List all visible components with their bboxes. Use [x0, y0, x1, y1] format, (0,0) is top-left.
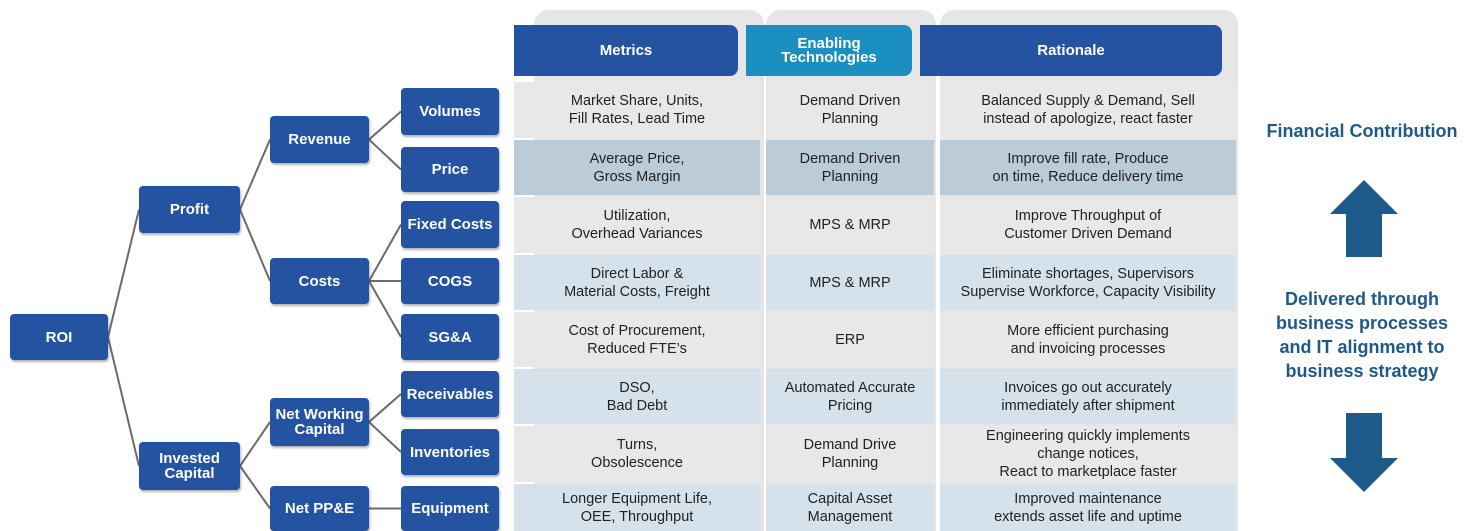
- tree-node: Receivables: [401, 371, 499, 417]
- side-top: Financial Contribution: [1266, 121, 1458, 141]
- column-header: Metrics: [514, 25, 738, 76]
- table-cell: Turns, Obsolescence: [514, 426, 760, 482]
- tree-node: Price: [401, 147, 499, 192]
- table-cell: MPS & MRP: [766, 255, 934, 310]
- connector: [368, 110, 402, 141]
- connector: [368, 393, 402, 423]
- connector: [239, 139, 271, 210]
- tree-node: SG&A: [401, 314, 499, 360]
- tree-node: COGS: [401, 258, 499, 304]
- connector: [368, 280, 402, 338]
- connector: [239, 465, 271, 510]
- tree-node: Costs: [270, 258, 369, 304]
- tree-node: Inventories: [401, 429, 499, 475]
- column-header: Rationale: [920, 25, 1222, 76]
- connector: [368, 138, 402, 171]
- table-cell: Balanced Supply & Demand, Sell instead o…: [940, 82, 1236, 138]
- table-cell: MPS & MRP: [766, 197, 934, 253]
- tree-node: Net Working Capital: [270, 398, 369, 446]
- tree-node: Invested Capital: [139, 442, 240, 490]
- connector: [107, 336, 140, 467]
- table-cell: Market Share, Units, Fill Rates, Lead Ti…: [514, 82, 760, 138]
- table-cell: DSO, Bad Debt: [514, 369, 760, 424]
- table-cell: Improve fill rate, Produce on time, Redu…: [940, 140, 1236, 195]
- table-cell: Demand Drive Planning: [766, 426, 934, 482]
- table-cell: Cost of Procurement, Reduced FTE’s: [514, 312, 760, 367]
- tree-node: Equipment: [401, 486, 499, 531]
- tree-node: Net PP&E: [270, 486, 369, 531]
- table-cell: Demand Driven Planning: [766, 82, 934, 138]
- column-header: Enabling Technologies: [746, 25, 912, 76]
- table-cell: Eliminate shortages, Supervisors Supervi…: [940, 255, 1236, 310]
- side-middle: Delivered through business processes and…: [1275, 289, 1449, 381]
- table-cell: Engineering quickly implements change no…: [940, 426, 1236, 482]
- connector: [368, 224, 402, 282]
- tree-node: Volumes: [401, 88, 499, 135]
- tree-node: Revenue: [270, 116, 369, 163]
- table-cell: More efficient purchasing and invoicing …: [940, 312, 1236, 367]
- table-cell: Capital Asset Management: [766, 484, 934, 531]
- table-cell: Invoices go out accurately immediately a…: [940, 369, 1236, 424]
- connector: [107, 209, 140, 338]
- tree-node: ROI: [10, 314, 108, 360]
- connector: [239, 421, 271, 467]
- table-cell: Improve Throughput of Customer Driven De…: [940, 197, 1236, 253]
- table-cell: Average Price, Gross Margin: [514, 140, 760, 195]
- table-cell: Direct Labor & Material Costs, Freight: [514, 255, 760, 310]
- connector: [368, 421, 402, 453]
- table-cell: Improved maintenance extends asset life …: [940, 484, 1236, 531]
- table-cell: Automated Accurate Pricing: [766, 369, 934, 424]
- tree-node: Fixed Costs: [401, 201, 499, 248]
- connector: [239, 209, 271, 282]
- table-cell: Longer Equipment Life, OEE, Throughput: [514, 484, 760, 531]
- table-cell: Utilization, Overhead Variances: [514, 197, 760, 253]
- table-cell: Demand Driven Planning: [766, 140, 934, 195]
- table-cell: ERP: [766, 312, 934, 367]
- tree-node: Profit: [139, 186, 240, 233]
